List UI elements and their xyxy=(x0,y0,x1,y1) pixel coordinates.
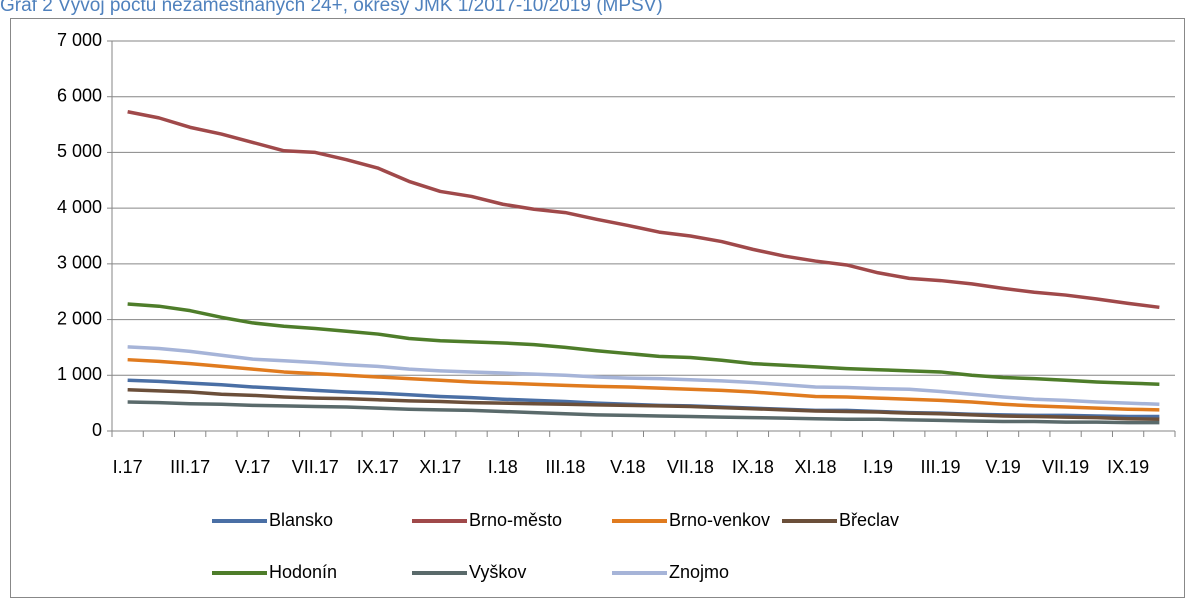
x-tick-label: I.19 xyxy=(863,457,893,477)
legend-label: Brno-město xyxy=(469,510,562,530)
x-tick-label: III.18 xyxy=(545,457,585,477)
legend-label: Znojmo xyxy=(669,562,729,582)
legend-label: Vyškov xyxy=(469,562,526,582)
x-tick-label: V.17 xyxy=(235,457,270,477)
x-tick-label: XI.17 xyxy=(419,457,461,477)
x-tick-label: XI.18 xyxy=(794,457,836,477)
x-tick-label: I.18 xyxy=(488,457,518,477)
y-tick-label: 6 000 xyxy=(57,85,102,105)
x-tick-label: IX.17 xyxy=(357,457,399,477)
series-line xyxy=(127,302,1160,386)
chart-border xyxy=(10,18,1185,598)
x-tick-label: VII.17 xyxy=(292,457,339,477)
x-tick-label: I.17 xyxy=(113,457,143,477)
legend-label: Břeclav xyxy=(839,510,899,530)
x-tick-label: VII.19 xyxy=(1042,457,1089,477)
series-line xyxy=(127,345,1160,407)
legend-label: Hodonín xyxy=(269,562,337,582)
y-tick-label: 2 000 xyxy=(57,308,102,328)
x-tick-label: IX.19 xyxy=(1107,457,1149,477)
y-tick-label: 1 000 xyxy=(57,364,102,384)
legend-label: Blansko xyxy=(269,510,333,530)
x-tick-label: V.19 xyxy=(985,457,1020,477)
series-line xyxy=(127,400,1160,425)
y-tick-label: 0 xyxy=(92,420,102,440)
x-tick-label: IX.18 xyxy=(732,457,774,477)
x-tick-label: V.18 xyxy=(610,457,645,477)
series-line xyxy=(127,357,1160,412)
y-tick-label: 5 000 xyxy=(57,141,102,161)
y-tick-label: 4 000 xyxy=(57,197,102,217)
series-line xyxy=(127,110,1160,310)
series-line xyxy=(127,388,1160,422)
legend-label: Brno-venkov xyxy=(669,510,770,530)
x-tick-label: VII.18 xyxy=(667,457,714,477)
x-tick-label: III.19 xyxy=(920,457,960,477)
chart-title: Graf 2 Vývoj počtu nezaměstnaných 24+, o… xyxy=(0,0,663,16)
y-tick-label: 7 000 xyxy=(57,30,102,50)
y-tick-label: 3 000 xyxy=(57,253,102,273)
x-tick-label: III.17 xyxy=(170,457,210,477)
